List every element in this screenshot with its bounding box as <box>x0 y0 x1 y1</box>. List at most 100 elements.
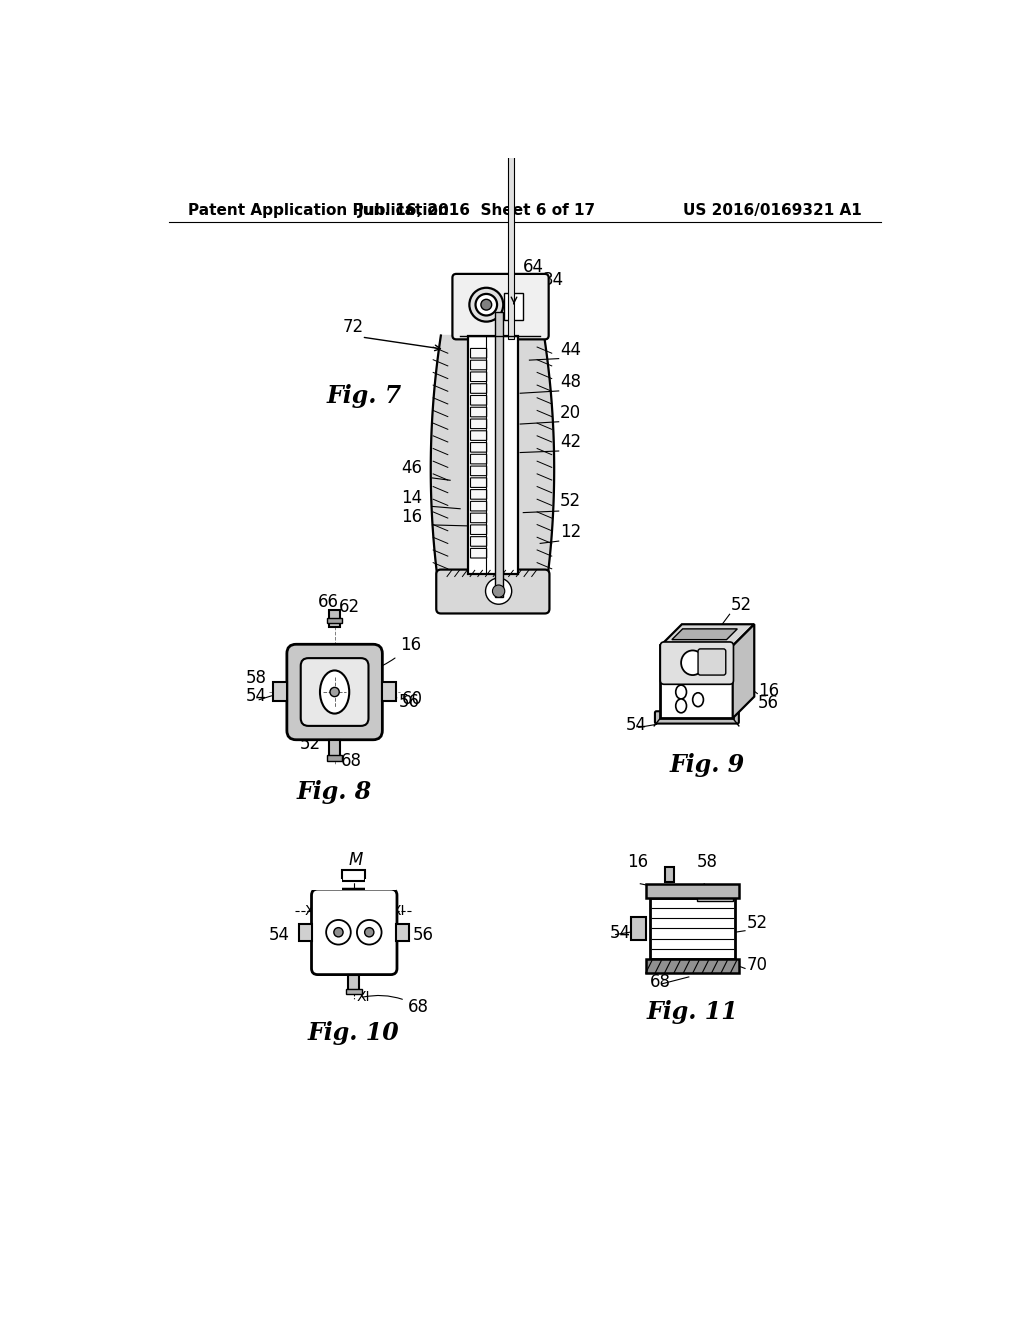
Text: 72: 72 <box>342 318 364 335</box>
Ellipse shape <box>681 651 705 675</box>
Bar <box>342 870 366 880</box>
FancyBboxPatch shape <box>470 525 486 535</box>
FancyBboxPatch shape <box>698 649 726 675</box>
Bar <box>299 924 311 941</box>
Bar <box>382 682 396 701</box>
Text: 42: 42 <box>560 433 582 451</box>
Bar <box>646 884 739 898</box>
Circle shape <box>326 920 351 945</box>
Text: 58: 58 <box>696 853 718 871</box>
Text: XI: XI <box>356 990 370 1003</box>
Circle shape <box>475 294 497 315</box>
Bar <box>646 960 739 973</box>
FancyBboxPatch shape <box>470 418 486 429</box>
Text: M: M <box>348 851 362 870</box>
Bar <box>330 610 340 627</box>
FancyBboxPatch shape <box>470 430 486 441</box>
Text: 54: 54 <box>268 925 290 944</box>
Text: US 2016/0169321 A1: US 2016/0169321 A1 <box>683 203 862 218</box>
Text: 54: 54 <box>609 924 631 941</box>
Text: 52: 52 <box>560 492 582 511</box>
Text: 68: 68 <box>341 752 361 770</box>
Polygon shape <box>431 335 554 574</box>
FancyBboxPatch shape <box>470 478 486 487</box>
FancyBboxPatch shape <box>436 570 550 614</box>
Text: Patent Application Publication: Patent Application Publication <box>188 203 450 218</box>
FancyBboxPatch shape <box>470 502 486 511</box>
Bar <box>366 879 396 890</box>
Circle shape <box>469 288 503 322</box>
FancyBboxPatch shape <box>470 490 486 499</box>
FancyBboxPatch shape <box>470 466 486 475</box>
Bar <box>696 887 733 902</box>
FancyBboxPatch shape <box>470 513 486 523</box>
Text: 66: 66 <box>317 593 339 611</box>
FancyBboxPatch shape <box>470 548 486 558</box>
Text: 16: 16 <box>758 682 779 700</box>
Circle shape <box>357 920 382 945</box>
Circle shape <box>485 578 512 605</box>
FancyBboxPatch shape <box>470 384 486 393</box>
Text: 52: 52 <box>300 735 322 752</box>
Text: 16: 16 <box>341 636 421 676</box>
Text: 58: 58 <box>246 669 267 686</box>
Polygon shape <box>672 628 737 640</box>
FancyBboxPatch shape <box>470 537 486 546</box>
Text: 14: 14 <box>401 490 423 507</box>
FancyBboxPatch shape <box>470 454 486 463</box>
Text: 12: 12 <box>560 523 582 541</box>
Text: 34: 34 <box>543 272 563 289</box>
Bar <box>311 879 342 890</box>
Text: 60: 60 <box>356 689 423 708</box>
Text: 16: 16 <box>401 508 423 525</box>
Text: Fig. 10: Fig. 10 <box>308 1022 399 1045</box>
FancyBboxPatch shape <box>470 442 486 453</box>
FancyBboxPatch shape <box>453 275 549 339</box>
FancyBboxPatch shape <box>470 408 486 417</box>
Bar <box>495 313 503 598</box>
FancyBboxPatch shape <box>311 890 397 974</box>
Text: 56: 56 <box>758 694 779 713</box>
Text: 20: 20 <box>560 404 582 422</box>
Text: 56: 56 <box>413 925 433 944</box>
Text: Fig. 9: Fig. 9 <box>670 754 744 777</box>
Text: 70: 70 <box>746 956 768 974</box>
Bar <box>327 755 342 760</box>
Text: 52: 52 <box>746 915 768 932</box>
Circle shape <box>365 928 374 937</box>
Bar <box>273 682 287 701</box>
Bar <box>396 924 409 941</box>
FancyBboxPatch shape <box>470 348 486 358</box>
FancyBboxPatch shape <box>470 396 486 405</box>
Text: 44: 44 <box>560 341 582 359</box>
Circle shape <box>334 928 343 937</box>
Text: 64: 64 <box>523 259 545 276</box>
FancyBboxPatch shape <box>655 711 739 723</box>
Text: Fig. 7: Fig. 7 <box>327 384 402 408</box>
Ellipse shape <box>676 700 686 713</box>
Bar <box>660 645 733 718</box>
Ellipse shape <box>319 671 349 714</box>
Bar <box>508 108 514 339</box>
Text: 68: 68 <box>362 995 429 1015</box>
Text: 54: 54 <box>246 688 267 705</box>
Bar <box>650 898 735 960</box>
Bar <box>504 293 523 321</box>
Polygon shape <box>733 624 755 718</box>
FancyBboxPatch shape <box>660 642 733 684</box>
FancyBboxPatch shape <box>470 372 486 381</box>
Bar <box>346 989 361 994</box>
Text: Fig. 8: Fig. 8 <box>297 780 373 804</box>
Bar <box>665 867 674 882</box>
Circle shape <box>330 688 339 697</box>
Ellipse shape <box>676 685 686 700</box>
Text: Jun. 16, 2016  Sheet 6 of 17: Jun. 16, 2016 Sheet 6 of 17 <box>358 203 596 218</box>
Text: Fig. 11: Fig. 11 <box>647 1001 738 1024</box>
Text: 16: 16 <box>628 853 648 871</box>
Text: 54: 54 <box>626 715 647 734</box>
Text: 56: 56 <box>398 693 420 711</box>
Text: 52: 52 <box>731 597 753 614</box>
Text: 50: 50 <box>463 569 484 587</box>
Bar <box>468 335 518 574</box>
Bar <box>330 739 340 756</box>
